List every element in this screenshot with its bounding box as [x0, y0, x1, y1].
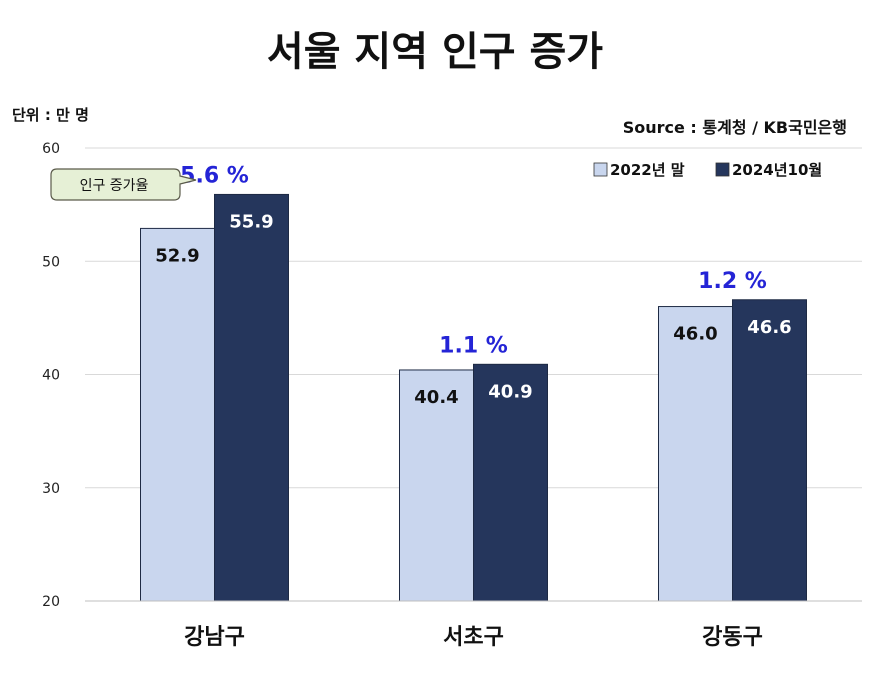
y-tick-label: 20 [42, 594, 60, 610]
legend-swatch-2024 [715, 162, 730, 177]
callout-label: 인구 증가율 [80, 178, 149, 194]
bars [140, 193, 807, 602]
data-label: 52.9 [155, 245, 199, 266]
bar-2022 [658, 306, 733, 602]
y-tick-label: 60 [42, 141, 60, 157]
value-labels: 52.9 55.9 5.6 % 40.4 40.9 1.1 % 46.0 46.6 1.2 % [155, 163, 791, 408]
unit-label: 단위 : 만 명 [12, 106, 89, 124]
y-tick-label: 30 [42, 481, 60, 497]
callout-bubble [50, 168, 197, 201]
growth-rate-label: 5.6 % [180, 163, 249, 188]
source-label: Source : 통계청 / KB국민은행 [623, 118, 847, 137]
data-label: 46.6 [747, 317, 791, 338]
category-label: 강동구 [702, 625, 763, 650]
data-label: 40.9 [488, 381, 532, 402]
bar-2022 [140, 227, 215, 602]
category-label: 서초구 [443, 625, 504, 650]
chart-title: 서울 지역 인구 증가 [267, 29, 603, 75]
legend-label-2024: 2024년10월 [732, 161, 822, 179]
growth-rate-label: 1.1 % [439, 333, 508, 358]
y-axis: 20 30 40 50 60 [42, 141, 60, 610]
bar-2024 [214, 193, 289, 602]
data-label: 55.9 [229, 211, 273, 232]
x-axis: 강남구 서초구 강동구 [85, 600, 862, 650]
bar-2024 [732, 299, 807, 602]
growth-rate-label: 1.2 % [698, 269, 767, 294]
y-tick-label: 40 [42, 368, 60, 384]
data-label: 46.0 [673, 324, 717, 345]
y-tick-label: 50 [42, 254, 60, 270]
legend-label-2022: 2022년 말 [610, 161, 685, 179]
legend: 2022년 말 2024년10월 [593, 161, 822, 179]
category-label: 강남구 [184, 625, 245, 650]
legend-swatch-2022 [593, 162, 608, 177]
bar-2022 [399, 369, 474, 602]
data-label: 40.4 [414, 387, 458, 408]
growth-rate-callout: 인구 증가율 [50, 168, 197, 201]
